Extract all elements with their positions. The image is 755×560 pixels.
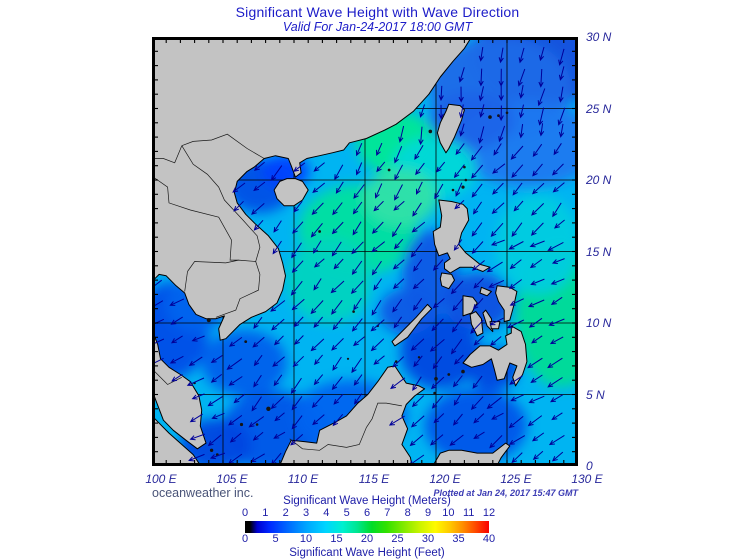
lon-label: 130 E bbox=[571, 472, 603, 486]
feet-tick: 10 bbox=[299, 533, 313, 545]
meters-tick: 4 bbox=[323, 507, 330, 519]
meters-tick: 5 bbox=[343, 507, 350, 519]
lat-label: 30 N bbox=[586, 30, 612, 44]
meters-tick: 11 bbox=[462, 507, 475, 519]
legend-meters-ticks: 0 1 2 3 4 5 6 7 8 9 10 11 12 bbox=[241, 507, 495, 519]
lat-label: 25 N bbox=[586, 101, 612, 116]
lat-label: 20 N bbox=[586, 173, 612, 187]
figure-title: Significant Wave Height with Wave Direct… bbox=[235, 4, 520, 20]
lat-label: 0 bbox=[586, 459, 593, 473]
feet-tick: 40 bbox=[482, 533, 496, 545]
country-borders bbox=[153, 133, 402, 451]
lat-label: 5 N bbox=[586, 387, 605, 402]
feet-tick: 5 bbox=[272, 533, 279, 545]
lon-label: 115 E bbox=[358, 472, 390, 486]
legend-meters-title: Significant Wave Height (Meters) bbox=[283, 495, 451, 507]
feet-tick: 20 bbox=[360, 533, 374, 545]
meters-tick: 8 bbox=[404, 507, 411, 519]
wave-arrows bbox=[152, 46, 566, 466]
credit-text: oceanweather inc. bbox=[152, 486, 254, 500]
lon-label: 125 E bbox=[500, 472, 532, 486]
feet-tick: 0 bbox=[241, 533, 249, 545]
lon-label: 100 E bbox=[145, 472, 177, 486]
meters-tick: 12 bbox=[482, 507, 496, 519]
map-frame bbox=[152, 37, 578, 466]
meters-tick: 2 bbox=[282, 507, 289, 519]
map-canvas bbox=[152, 37, 578, 466]
plotted-timestamp: Plotted at Jan 24, 2017 15:47 GMT bbox=[433, 488, 578, 498]
feet-tick: 30 bbox=[421, 533, 435, 545]
feet-tick: 15 bbox=[330, 533, 343, 545]
small-islands bbox=[193, 111, 509, 456]
lon-label: 120 E bbox=[429, 472, 461, 486]
lon-label: 105 E bbox=[216, 472, 248, 486]
figure-subtitle: Valid For Jan-24-2017 18:00 GMT bbox=[282, 20, 473, 34]
meters-tick: 0 bbox=[241, 507, 249, 519]
meters-tick: 10 bbox=[442, 507, 455, 519]
meters-tick: 3 bbox=[302, 507, 310, 519]
lat-label: 15 N bbox=[586, 244, 612, 259]
meters-tick: 6 bbox=[363, 507, 371, 519]
meters-tick: 1 bbox=[262, 507, 269, 519]
meters-tick: 7 bbox=[384, 507, 391, 519]
feet-tick: 35 bbox=[452, 533, 465, 545]
colorbar-gradient bbox=[245, 521, 489, 533]
feet-tick: 25 bbox=[391, 533, 404, 545]
lon-label: 110 E bbox=[287, 472, 319, 486]
meters-tick: 9 bbox=[424, 507, 432, 519]
legend-feet-title: Significant Wave Height (Feet) bbox=[289, 547, 445, 559]
legend-feet-ticks: 0 5 10 15 20 25 30 35 40 bbox=[241, 533, 495, 545]
lat-label: 10 N bbox=[586, 316, 612, 330]
